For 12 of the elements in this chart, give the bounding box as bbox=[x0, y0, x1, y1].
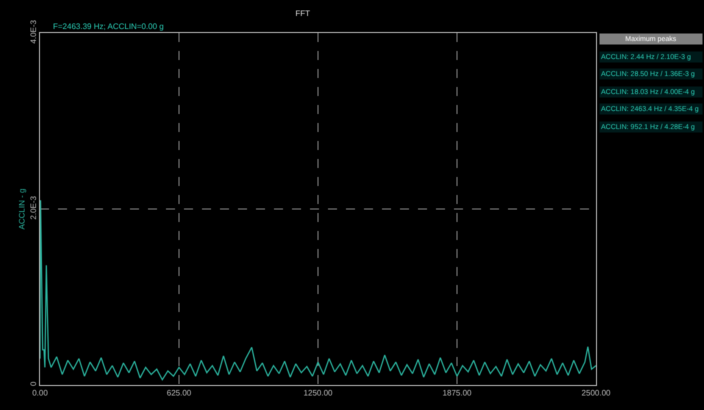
x-tick-label: 1875.00 bbox=[442, 388, 472, 398]
x-tick-label: 0.00 bbox=[32, 388, 48, 398]
y-tick-label: 2.0E-3 bbox=[28, 195, 38, 220]
y-tick-label: 4.0E-3 bbox=[28, 19, 38, 44]
text: F=2463.39 Hz; ACCLIN=0.00 g bbox=[53, 22, 164, 31]
x-tick-label: 1250.00 bbox=[304, 388, 334, 398]
line-series bbox=[40, 200, 596, 380]
chart-title: FFT bbox=[295, 8, 310, 18]
y-axis-title: ACCLIN - g bbox=[18, 188, 26, 230]
y-tick-label: 0 bbox=[28, 381, 38, 386]
x-tick-label: 625.00 bbox=[166, 388, 192, 398]
x-tick-label: 2500.00 bbox=[582, 388, 612, 398]
